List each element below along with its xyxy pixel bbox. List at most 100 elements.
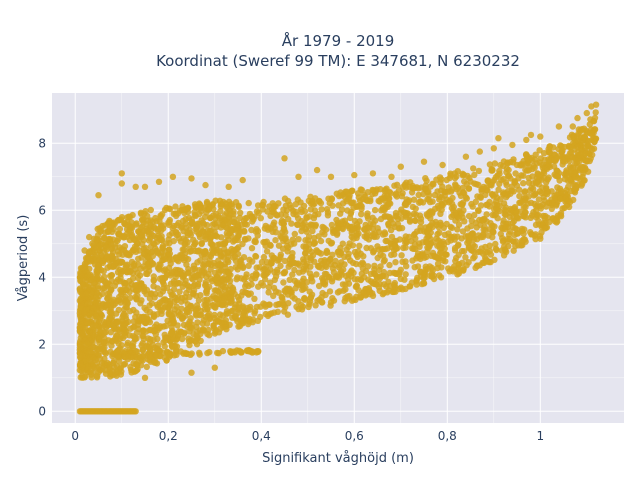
data-point [203, 198, 211, 206]
data-point [162, 322, 169, 330]
data-point [406, 217, 414, 224]
data-point [438, 194, 445, 201]
data-point [381, 230, 389, 238]
data-point [306, 288, 313, 295]
data-point [216, 241, 223, 248]
data-point [392, 191, 399, 199]
data-point [567, 176, 574, 183]
data-point [271, 269, 278, 276]
data-point [99, 324, 106, 331]
data-point [88, 366, 95, 373]
data-point [301, 294, 308, 302]
outlier-point [537, 133, 544, 140]
data-point [317, 237, 325, 245]
data-point [192, 307, 199, 314]
data-point [408, 238, 415, 245]
data-point [200, 262, 207, 269]
data-point [105, 219, 112, 227]
data-point [187, 315, 194, 322]
data-point [387, 226, 395, 234]
data-point [223, 310, 230, 318]
data-point [273, 301, 280, 308]
data-point [513, 213, 520, 220]
data-point [409, 185, 416, 192]
data-point [540, 150, 548, 157]
data-point [540, 169, 548, 177]
data-point [90, 235, 98, 242]
data-point [439, 257, 447, 264]
data-point [77, 361, 84, 368]
data-point [411, 230, 418, 238]
data-point [574, 164, 581, 172]
data-point [228, 245, 235, 253]
data-point [346, 292, 353, 300]
data-point [345, 271, 352, 278]
data-point [217, 325, 224, 332]
data-point [165, 236, 172, 243]
data-point [92, 344, 99, 351]
data-point [536, 172, 543, 180]
data-point [115, 230, 123, 237]
chart-title-line2: Koordinat (Sweref 99 TM): E 347681, N 62… [156, 52, 520, 70]
data-point [497, 196, 504, 203]
data-point [475, 207, 482, 215]
data-point [171, 286, 178, 293]
data-point [521, 226, 528, 233]
data-point [235, 232, 242, 240]
data-point [272, 237, 279, 244]
data-point [426, 226, 433, 233]
data-point [88, 288, 96, 295]
data-point [323, 206, 331, 213]
data-point [369, 186, 376, 194]
data-point [591, 126, 599, 133]
data-point [127, 294, 134, 302]
data-point [188, 247, 195, 255]
data-point [189, 271, 196, 278]
outlier-point [118, 170, 126, 177]
data-point [313, 247, 320, 254]
data-point [110, 358, 118, 365]
data-point [462, 254, 469, 261]
data-point [496, 170, 503, 177]
data-point [397, 209, 404, 216]
data-point [357, 186, 364, 193]
data-point [198, 240, 205, 248]
data-point [79, 352, 86, 359]
data-point [413, 281, 420, 288]
data-point [262, 301, 269, 308]
data-point [504, 220, 512, 227]
data-point [137, 317, 144, 324]
data-point [174, 322, 181, 329]
data-point [380, 268, 388, 276]
data-point [464, 172, 471, 180]
tail-point [140, 352, 147, 360]
data-point [306, 270, 314, 277]
x-tick-label: 1 [536, 429, 544, 443]
x-tick-label: 0 [71, 429, 79, 443]
data-point [102, 278, 109, 285]
data-point [471, 171, 478, 179]
data-point [192, 204, 199, 211]
outlier-point [527, 131, 535, 139]
data-point [421, 185, 429, 192]
data-point [557, 211, 564, 219]
data-point [455, 215, 463, 222]
data-point [414, 253, 421, 260]
data-point [455, 221, 463, 228]
data-point [487, 251, 495, 258]
data-point [185, 265, 192, 273]
data-point [546, 218, 553, 226]
data-point [344, 276, 352, 283]
data-point [307, 206, 314, 213]
data-point [397, 266, 404, 273]
data-point [280, 302, 287, 309]
data-point [80, 281, 87, 289]
outlier-point [76, 297, 84, 304]
data-point [328, 278, 336, 285]
data-point [491, 256, 498, 263]
data-point [483, 211, 490, 218]
data-point [381, 187, 388, 195]
y-tick-label: 6 [38, 203, 46, 217]
data-point [329, 202, 336, 209]
data-point [288, 220, 295, 227]
